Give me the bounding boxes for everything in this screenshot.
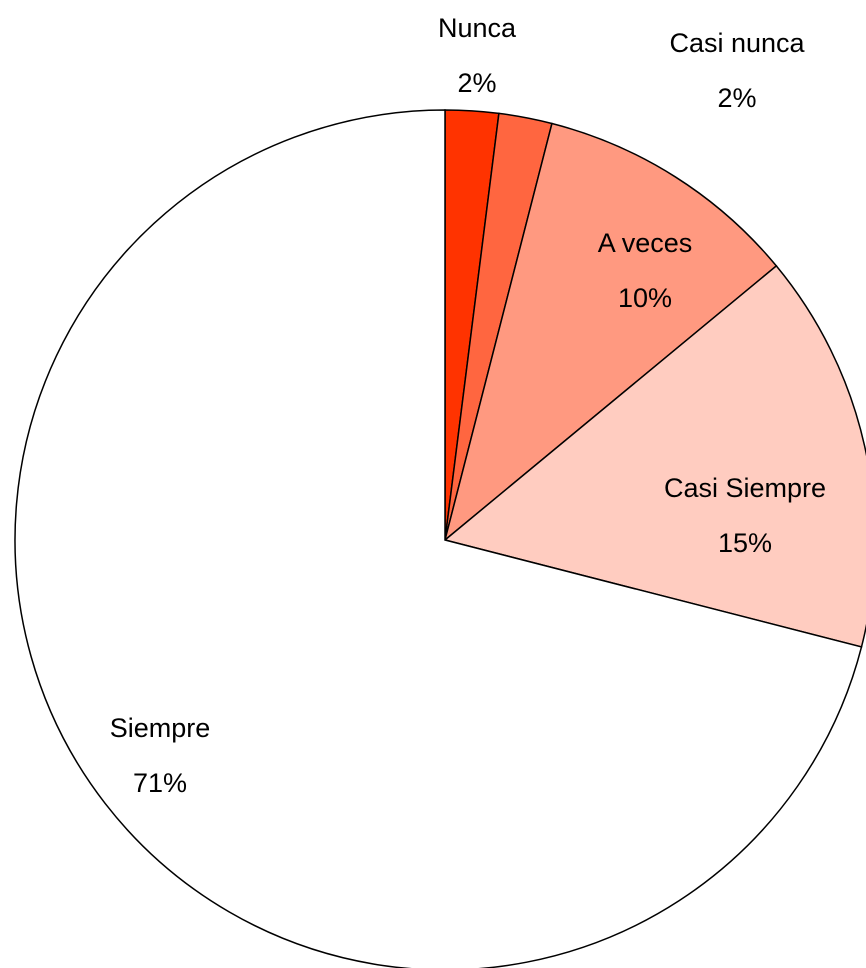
- slice-label: Siempre: [110, 713, 211, 743]
- slice-value-label: 2%: [457, 68, 496, 98]
- slice-label: Casi nunca: [669, 28, 805, 58]
- slice-label: A veces: [598, 228, 693, 258]
- slice-label: Casi Siempre: [664, 473, 826, 503]
- pie-slice: [443, 264, 866, 648]
- slice-label: Nunca: [438, 13, 517, 43]
- slice-value-label: 71%: [133, 768, 187, 798]
- slice-value-label: 10%: [618, 283, 672, 313]
- pie-slice: [443, 122, 778, 543]
- pie-slice: [14, 109, 863, 968]
- slice-value-label: 2%: [717, 83, 756, 113]
- slice-value-label: 15%: [718, 528, 772, 558]
